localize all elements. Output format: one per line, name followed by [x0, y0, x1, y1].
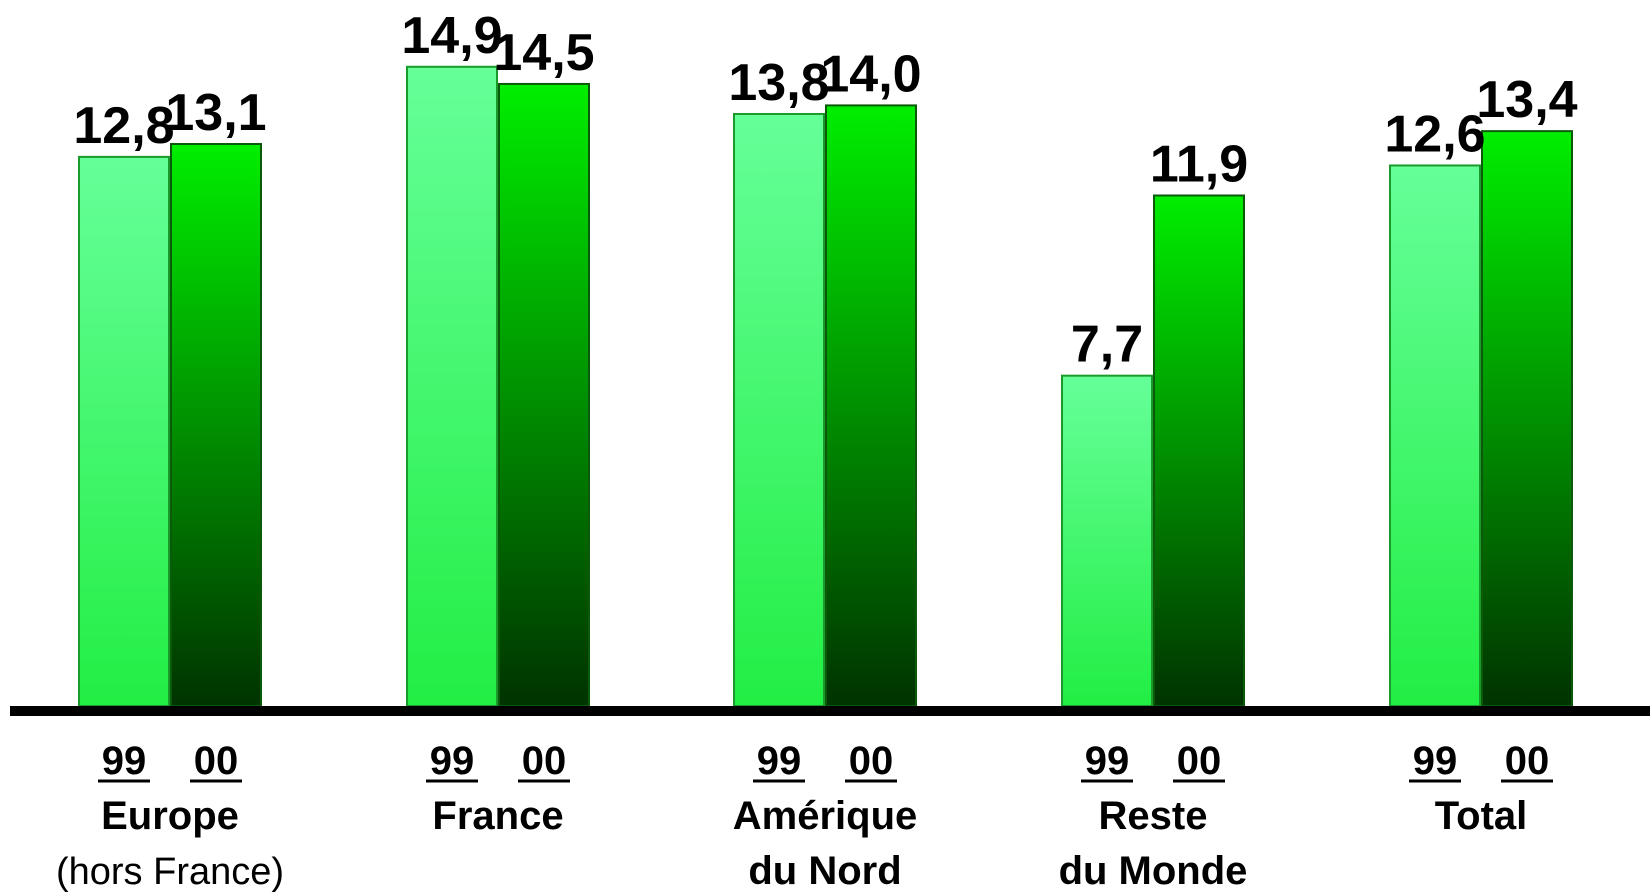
- data-label: 7,7: [1071, 316, 1143, 374]
- category-label: Amérique: [733, 794, 918, 838]
- category-label: du Nord: [748, 849, 901, 893]
- year-tick-label: 00: [522, 739, 567, 783]
- category-label: France: [432, 794, 563, 838]
- data-label: 12,6: [1384, 105, 1485, 163]
- category-label: Total: [1435, 794, 1528, 838]
- bar-00: [1481, 130, 1573, 707]
- data-label: 11,9: [1150, 135, 1248, 193]
- year-tick-label: 99: [1085, 739, 1130, 783]
- bar-00: [498, 82, 590, 707]
- labels-layer: 12,8 99 13,1 00 Europe (hors France) 14,9 99 14,…: [56, 7, 1578, 893]
- data-label: 12,8: [73, 97, 174, 155]
- data-label: 13,4: [1476, 71, 1577, 129]
- data-label: 13,1: [165, 84, 266, 142]
- year-tick-label: 00: [1177, 739, 1222, 783]
- bar-99: [1389, 164, 1481, 707]
- bar-00: [1153, 194, 1245, 708]
- year-tick-label: 00: [194, 739, 239, 783]
- category-label: du Monde: [1059, 849, 1248, 893]
- year-tick-label: 00: [849, 739, 894, 783]
- year-tick-label: 99: [102, 739, 147, 783]
- bar-99: [733, 112, 825, 708]
- bar-00: [170, 143, 262, 707]
- data-label: 14,9: [401, 7, 502, 65]
- year-tick-label: 00: [1505, 739, 1550, 783]
- year-tick-label: 99: [1413, 739, 1458, 783]
- bar-99: [78, 155, 170, 707]
- category-label: Europe: [101, 794, 239, 838]
- data-label: 14,5: [493, 24, 594, 82]
- bars-layer: [78, 65, 1573, 708]
- year-tick-label: 99: [757, 739, 802, 783]
- bar-00: [825, 104, 917, 707]
- data-label: 13,8: [728, 54, 829, 112]
- category-label: (hors France): [56, 851, 284, 893]
- category-label: Reste: [1099, 794, 1208, 838]
- bar-99: [1061, 374, 1153, 707]
- year-tick-label: 99: [430, 739, 475, 783]
- data-label: 14,0: [820, 45, 921, 103]
- bar-99: [406, 65, 498, 708]
